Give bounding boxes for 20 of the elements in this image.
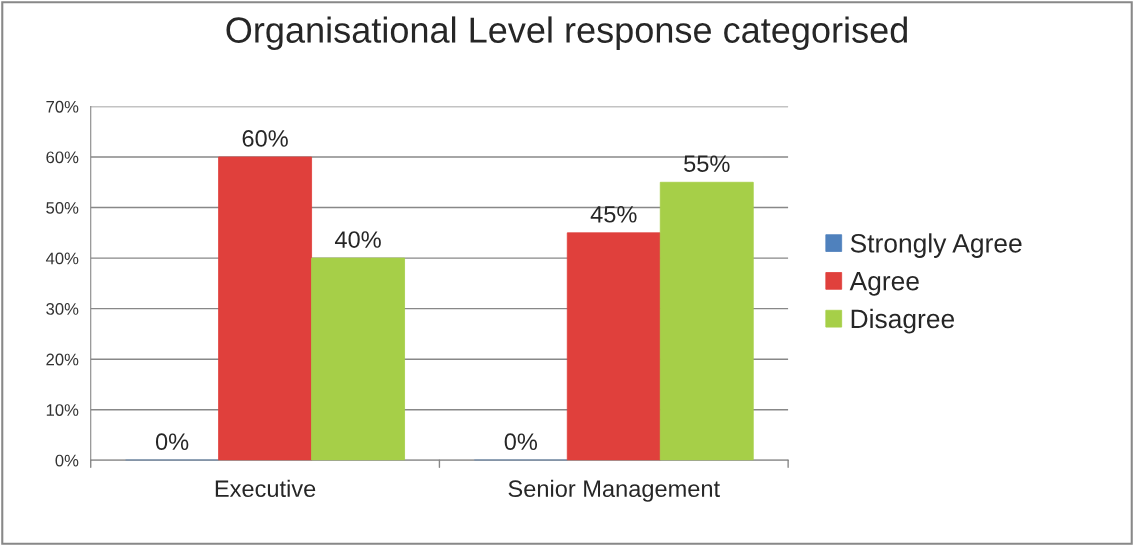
legend-label: Disagree [851,308,955,334]
x-tick-label: Executive [215,479,316,498]
y-tick-label: 20% [46,353,79,366]
data-label: 40% [334,231,381,248]
data-label: 55% [684,155,730,173]
data-label: 0% [504,433,538,451]
legend-label: Strongly Agree [850,233,1022,258]
chart-title: Organisational Level response categorised [226,16,907,51]
data-label: 60% [242,130,288,147]
legend-label: Agree [849,272,919,296]
y-tick-label: 40% [45,252,79,265]
data-label: 45% [590,205,637,223]
y-tick-label: 70% [46,100,79,113]
y-tick-label: 50% [46,201,79,214]
y-tick-label: 0% [55,454,79,467]
data-label: 0% [155,433,189,451]
y-tick-label: 30% [46,303,79,315]
x-tick-label: Senior Management [508,479,720,502]
y-tick-label: 10% [46,404,79,416]
y-tick-label: 60% [46,151,79,164]
